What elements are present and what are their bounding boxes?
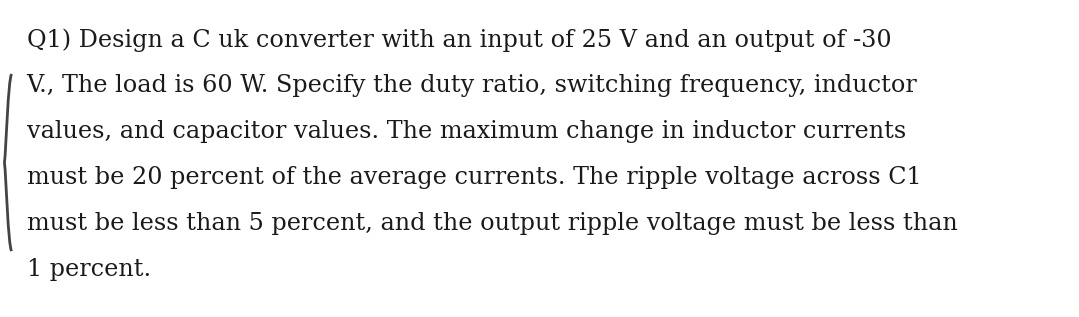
Text: must be less than 5 percent, and the output ripple voltage must be less than: must be less than 5 percent, and the out…: [27, 212, 957, 235]
Text: values, and capacitor values. The maximum change in inductor currents: values, and capacitor values. The maximu…: [27, 120, 906, 143]
Text: must be 20 percent of the average currents. The ripple voltage across C1: must be 20 percent of the average curren…: [27, 166, 921, 189]
Text: V., The load is 60 W. Specify the duty ratio, switching frequency, inductor: V., The load is 60 W. Specify the duty r…: [27, 74, 917, 97]
Text: Q1) Design a C uk converter with an input of 25 V and an output of -30: Q1) Design a C uk converter with an inpu…: [27, 28, 891, 52]
Text: 1 percent.: 1 percent.: [27, 258, 151, 281]
